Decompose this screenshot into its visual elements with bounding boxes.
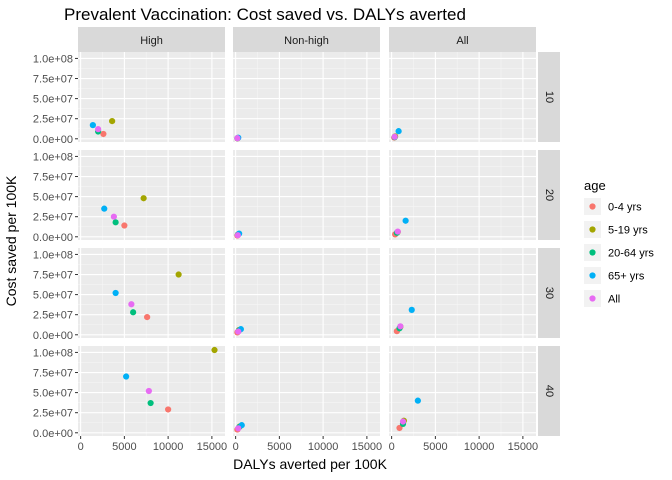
scatter-point bbox=[100, 130, 107, 138]
x-tick-label: 5000 bbox=[267, 441, 291, 453]
facet-strip-top bbox=[78, 27, 225, 52]
y-tick-label: 1.0e+08 bbox=[33, 249, 73, 261]
legend-label: 20-64 yrs bbox=[608, 248, 654, 260]
facet-strip-right bbox=[538, 248, 560, 338]
facet-strip-top bbox=[389, 27, 536, 52]
legend-label: All bbox=[608, 294, 620, 306]
scatter-point bbox=[140, 195, 147, 202]
facet-row-label: 10 bbox=[543, 91, 555, 103]
x-axis-title: DALYs averted per 100K bbox=[233, 456, 387, 472]
scatter-point bbox=[147, 399, 154, 407]
scatter-point bbox=[144, 314, 151, 321]
scatter-point bbox=[399, 418, 407, 425]
x-axes: 0 5000 10000 15000 0 5000 10000 15000 0 5000 10000… bbox=[78, 436, 539, 453]
y-tick-label: 7.5e+07 bbox=[33, 74, 73, 86]
scatter-point bbox=[211, 346, 218, 354]
x-tick-label: 0 bbox=[233, 441, 239, 453]
scatter-point bbox=[235, 328, 242, 335]
scatter-point bbox=[145, 387, 152, 395]
y-tick-label: 2.5e+07 bbox=[33, 114, 73, 126]
y-tick-label: 2.5e+07 bbox=[33, 408, 73, 420]
legend-label: 0-4 yrs bbox=[608, 202, 642, 214]
scatter-point bbox=[235, 425, 242, 432]
scatter-point bbox=[395, 128, 402, 135]
scatter-point bbox=[130, 309, 137, 316]
y-tick-label: 1.0e+08 bbox=[33, 151, 73, 163]
facet-row-label: 40 bbox=[543, 385, 555, 397]
scatter-point bbox=[109, 118, 116, 125]
facet-strip-top bbox=[233, 27, 380, 52]
scatter-point bbox=[112, 219, 119, 226]
x-tick-label: 15000 bbox=[352, 441, 383, 453]
y-tick-label: 1.0e+08 bbox=[33, 347, 73, 359]
scatter-point bbox=[101, 205, 108, 212]
x-tick-label: 15000 bbox=[508, 441, 539, 453]
x-tick-label: 10000 bbox=[153, 441, 184, 453]
x-tick-label: 5000 bbox=[112, 441, 136, 453]
facet-row-label: 20 bbox=[543, 189, 555, 201]
y-tick-label: 7.5e+07 bbox=[33, 368, 73, 380]
y-tick-label: 5.0e+07 bbox=[33, 388, 73, 400]
scatter-point bbox=[402, 217, 409, 224]
scatter-point bbox=[123, 373, 130, 380]
scatter-point bbox=[394, 228, 401, 235]
scatter-point bbox=[397, 323, 404, 330]
scatter-point bbox=[165, 406, 172, 413]
legend-swatch bbox=[589, 295, 596, 302]
y-axis-title: Cost saved per 100K bbox=[3, 175, 19, 306]
y-tick-label: 7.5e+07 bbox=[33, 270, 73, 282]
scatter-point bbox=[121, 222, 128, 229]
facet-strip-right bbox=[538, 346, 560, 436]
scatter-point bbox=[110, 213, 117, 220]
scatter-point bbox=[408, 306, 415, 313]
facet-strip-right bbox=[538, 52, 560, 142]
y-tick-label: 5.0e+07 bbox=[33, 94, 73, 106]
y-tick-label: 2.5e+07 bbox=[33, 310, 73, 322]
facet-column-label: High bbox=[140, 35, 163, 47]
y-tick-label: 2.5e+07 bbox=[33, 212, 73, 224]
scatter-point bbox=[175, 271, 182, 278]
x-tick-label: 0 bbox=[78, 441, 84, 453]
x-tick-label: 15000 bbox=[197, 441, 228, 453]
scatter-point bbox=[112, 289, 119, 297]
x-tick-label: 0 bbox=[389, 441, 395, 453]
scatter-point bbox=[89, 122, 96, 129]
y-axes: 0.0e+00 2.5e+07 5.0e+07 7.5e+07 1.0e+08 0.0e+… bbox=[33, 53, 78, 440]
legend-swatch bbox=[589, 272, 596, 279]
legend: age 0-4 yrs 5-19 yrs 20-64 yrs 65+ yrs All bbox=[584, 178, 654, 307]
scatter-point bbox=[391, 133, 398, 140]
y-tick-label: 7.5e+07 bbox=[33, 172, 73, 184]
scatter-point bbox=[234, 135, 241, 142]
facet-panels: High Non-high All 10 20 30 40 bbox=[78, 27, 560, 436]
legend-title: age bbox=[584, 178, 606, 193]
facet-row-label: 30 bbox=[543, 287, 555, 299]
scatter-point bbox=[396, 424, 403, 432]
facet-strip-right bbox=[538, 150, 560, 240]
y-tick-label: 5.0e+07 bbox=[33, 192, 73, 204]
legend-swatch bbox=[589, 203, 596, 210]
y-tick-label: 1.0e+08 bbox=[33, 53, 73, 65]
scatter-point bbox=[234, 232, 241, 239]
y-tick-label: 5.0e+07 bbox=[33, 290, 73, 302]
legend-swatch bbox=[589, 226, 596, 233]
legend-label: 65+ yrs bbox=[608, 271, 645, 283]
y-tick-label: 0.0e+00 bbox=[33, 428, 73, 440]
scatter-point bbox=[95, 126, 102, 133]
x-tick-label: 5000 bbox=[423, 441, 447, 453]
chart-title: Prevalent Vaccination: Cost saved vs. DA… bbox=[64, 5, 466, 24]
facet-column-label: Non-high bbox=[284, 35, 329, 47]
y-tick-label: 0.0e+00 bbox=[33, 134, 73, 146]
data-points bbox=[89, 118, 421, 433]
scatter-point bbox=[128, 301, 135, 308]
legend-swatch bbox=[589, 249, 596, 256]
y-tick-label: 0.0e+00 bbox=[33, 232, 73, 244]
facet-column-label: All bbox=[456, 35, 468, 47]
y-tick-label: 0.0e+00 bbox=[33, 330, 73, 342]
legend-label: 5-19 yrs bbox=[608, 225, 648, 237]
scatter-point bbox=[414, 397, 421, 404]
x-tick-label: 10000 bbox=[464, 441, 495, 453]
x-tick-label: 10000 bbox=[308, 441, 339, 453]
